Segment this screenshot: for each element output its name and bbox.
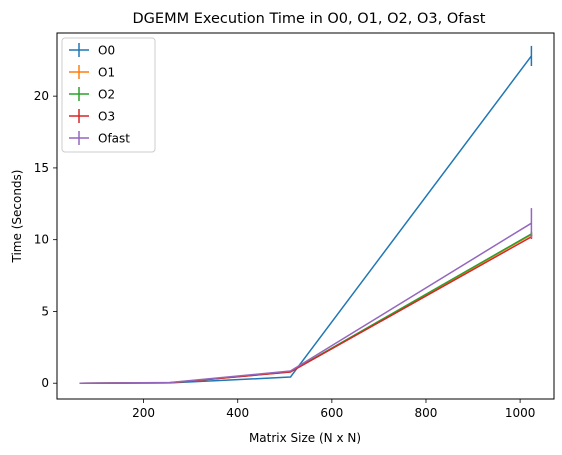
- series-line: [79, 222, 532, 384]
- legend-item-O0: O0: [69, 43, 115, 58]
- y-axis-label: Time (Seconds): [10, 170, 24, 264]
- x-axis-label: Matrix Size (N x N): [249, 431, 361, 445]
- chart-title: DGEMM Execution Time in O0, O1, O2, O3, …: [133, 11, 486, 27]
- y-tick-label: 0: [41, 376, 49, 390]
- legend-label: O2: [98, 88, 115, 102]
- x-tick-label: 200: [132, 406, 155, 420]
- y-tick-label: 15: [34, 161, 49, 175]
- legend-label: Ofast: [98, 132, 130, 146]
- series-O1: [79, 232, 533, 384]
- legend-label: O0: [98, 44, 115, 58]
- y-tick-label: 20: [34, 89, 49, 103]
- y-tick-label: 10: [34, 233, 49, 247]
- legend-label: O3: [98, 110, 115, 124]
- legend: O0 O1 O2 O3 Ofast: [61, 37, 156, 153]
- x-tick-label: 1000: [505, 406, 536, 420]
- series-O2: [79, 231, 533, 384]
- x-tick-label: 600: [320, 406, 343, 420]
- legend-item-O2: O2: [69, 87, 115, 102]
- series-Ofast: [79, 208, 533, 384]
- y-tick-label: 5: [41, 304, 49, 318]
- legend-item-O1: O1: [69, 65, 115, 80]
- legend-box: [61, 37, 156, 153]
- legend-item-O3: O3: [69, 109, 115, 124]
- plot-frame: [56, 32, 555, 400]
- x-tick-label: 400: [226, 406, 249, 420]
- legend-item-Ofast: Ofast: [69, 131, 130, 146]
- series-line: [79, 233, 532, 384]
- x-tick-label: 800: [415, 406, 438, 420]
- legend-label: O1: [98, 66, 115, 80]
